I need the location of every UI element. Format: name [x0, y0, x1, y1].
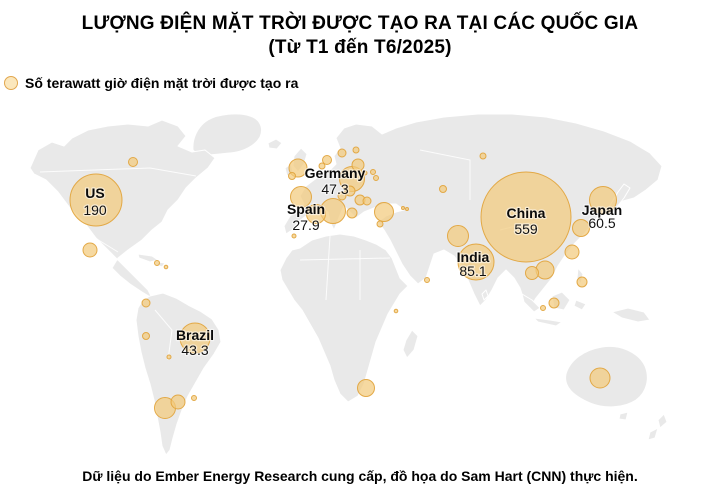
bubble-australia [589, 367, 611, 389]
legend-label: Số terawatt giờ điện mặt trời được tạo r… [25, 75, 299, 91]
land-greenland [192, 113, 263, 156]
country-value-japan: 60.5 [588, 215, 615, 231]
bubble-sweden [352, 146, 360, 154]
bubble-legend-icon [4, 76, 18, 90]
bubble-portugal [291, 233, 297, 239]
bubble-taiwan [564, 244, 580, 260]
land-new-zealand-north [657, 413, 668, 429]
bubble-israel [376, 220, 384, 228]
country-value-china: 559 [514, 221, 538, 237]
bubble-uae [424, 277, 430, 283]
chart-title-line2: (Từ T1 đến T6/2025) [268, 37, 452, 58]
bubble-netherlands [322, 155, 332, 165]
bubble-cyprus-2 [405, 207, 409, 211]
bubble-turkey [374, 202, 394, 222]
land-iceland [267, 138, 283, 150]
bubble-japan [589, 186, 617, 214]
country-label-germany: Germany [305, 165, 366, 181]
country-value-spain: 27.9 [292, 217, 319, 233]
chart-title: LƯỢNG ĐIỆN MẶT TRỜI ĐƯỢC TẠO RA TẠI CÁC … [0, 12, 720, 60]
legend: Số terawatt giờ điện mặt trời được tạo r… [4, 75, 298, 91]
bubble-south-africa [357, 379, 375, 397]
bubble-india [457, 243, 495, 281]
country-label-india: India [457, 249, 490, 265]
country-value-india: 85.1 [459, 263, 486, 279]
country-label-japan: Japan [582, 202, 622, 218]
land-sumatra [521, 293, 541, 313]
bubble-bolivia [166, 354, 172, 360]
land-north-america [29, 119, 216, 299]
bubbles-layer [69, 146, 617, 419]
country-value-germany: 47.3 [321, 181, 348, 197]
land-sulawesi [573, 299, 587, 311]
land-africa [279, 233, 409, 403]
country-label-spain: Spain [287, 201, 325, 217]
chart-title-line1: LƯỢNG ĐIỆN MẶT TRỜI ĐƯỢC TẠO RA TẠI CÁC … [81, 13, 639, 34]
bubble-brazil [179, 322, 211, 354]
bubble-caribbean-2 [163, 264, 169, 270]
land-south-america [135, 292, 222, 456]
land-sri-lanka [481, 289, 489, 301]
bubble-spain [306, 204, 326, 224]
country-value-brazil: 43.3 [181, 342, 208, 358]
bubble-cyprus-1 [401, 206, 405, 210]
land-new-zealand-south [647, 427, 659, 441]
bubble-peru [142, 332, 150, 340]
bubble-kenya [393, 308, 399, 314]
land-new-guinea [611, 307, 651, 323]
bubble-russia [479, 152, 487, 160]
bubble-china [480, 171, 572, 263]
bubble-philippines [576, 276, 588, 288]
bubble-malaysia [548, 297, 560, 309]
bubble-caribbean-1 [154, 260, 160, 266]
bubble-romania [362, 196, 372, 206]
bubble-baltic [362, 170, 368, 176]
bubble-denmark [337, 148, 347, 158]
bubble-pakistan [447, 225, 469, 247]
bubble-belarus [370, 169, 376, 175]
bubble-us [69, 173, 123, 227]
bubble-south-korea [572, 219, 590, 237]
bubble-france [290, 186, 312, 208]
bubble-switzerland [337, 191, 347, 201]
land-layer [29, 113, 668, 456]
bubble-argentina [170, 394, 186, 410]
bubble-canada [128, 157, 138, 167]
bubble-poland [351, 158, 365, 172]
credit-line: Dữ liệu do Ember Energy Research cung cấ… [82, 468, 638, 484]
land-cuba [137, 253, 159, 263]
bubble-uruguay [191, 395, 197, 401]
bubble-greece [346, 207, 358, 219]
bubble-vietnam [535, 260, 555, 280]
land-java [533, 317, 563, 327]
bubble-mexico [82, 242, 98, 258]
bubble-ukraine [373, 175, 379, 181]
bubble-austria [344, 185, 356, 197]
land-tasmania [618, 411, 629, 421]
bubble-thailand [525, 266, 539, 280]
country-label-brazil: Brazil [176, 327, 214, 343]
bubble-central-asia [439, 185, 447, 193]
bubble-singapore [540, 305, 546, 311]
bubble-ireland [288, 172, 296, 180]
bubble-colombia [141, 298, 151, 308]
bubble-belgium [318, 162, 326, 170]
country-label-china: China [507, 205, 546, 221]
country-value-us: 190 [83, 202, 107, 218]
country-label-us: US [85, 185, 104, 201]
land-madagascar [402, 329, 419, 359]
